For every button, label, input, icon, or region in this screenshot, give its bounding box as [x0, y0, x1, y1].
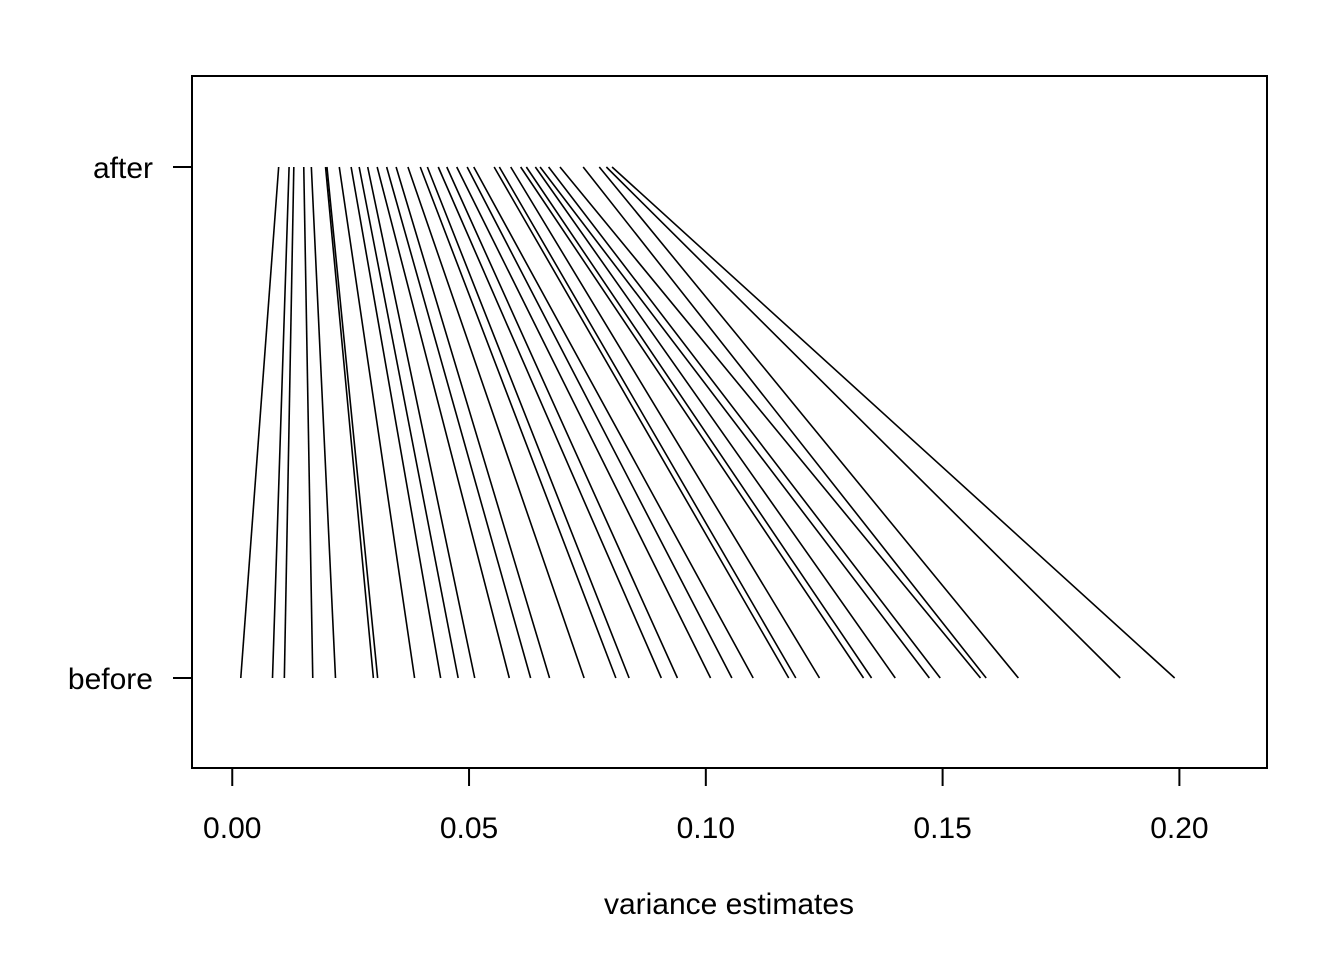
segment-30 [559, 166, 982, 679]
segment-14 [407, 166, 585, 679]
segment-10 [366, 166, 476, 679]
segment-2 [283, 166, 295, 679]
x-tick-label-0: 0.00 [203, 812, 261, 845]
segment-17 [437, 166, 663, 679]
segment-31 [582, 166, 987, 679]
segment-13 [395, 166, 551, 679]
segment-0 [239, 166, 280, 679]
segment-26 [525, 166, 873, 679]
segment-5 [324, 166, 375, 679]
segment-20 [466, 166, 733, 679]
segment-25 [519, 166, 865, 679]
x-axis-title: variance estimates [604, 888, 854, 921]
segment-21 [473, 166, 754, 679]
segment-19 [456, 166, 712, 679]
segment-28 [539, 166, 930, 679]
x-axis: 0.00 0.05 0.10 0.15 0.20 [203, 767, 1209, 845]
segment-18 [446, 166, 679, 679]
x-tick-label-3: 0.15 [913, 812, 971, 845]
segment-7 [338, 166, 416, 679]
x-tick-label-2: 0.10 [677, 812, 735, 845]
segment-29 [547, 166, 941, 679]
segment-16 [426, 166, 630, 679]
segment-4 [310, 166, 337, 679]
segment-15 [419, 166, 617, 679]
segments-layer [239, 166, 1176, 679]
segment-11 [376, 166, 511, 679]
segment-22 [493, 166, 790, 679]
segment-33 [605, 166, 1121, 679]
segment-9 [358, 166, 459, 679]
y-tick-label-after: after [93, 152, 153, 185]
segment-27 [534, 166, 896, 679]
y-tick-label-before: before [68, 663, 153, 696]
segment-12 [385, 166, 532, 679]
segment-1 [271, 166, 290, 679]
segment-3 [302, 166, 314, 679]
x-tick-label-4: 0.20 [1150, 812, 1208, 845]
segment-24 [510, 166, 821, 679]
y-axis: before after [68, 152, 193, 696]
segment-6 [326, 166, 379, 679]
segment-8 [350, 166, 442, 679]
x-tick-label-1: 0.05 [440, 812, 498, 845]
segment-23 [498, 166, 797, 679]
segment-34 [611, 166, 1176, 679]
segment-32 [598, 166, 1019, 679]
